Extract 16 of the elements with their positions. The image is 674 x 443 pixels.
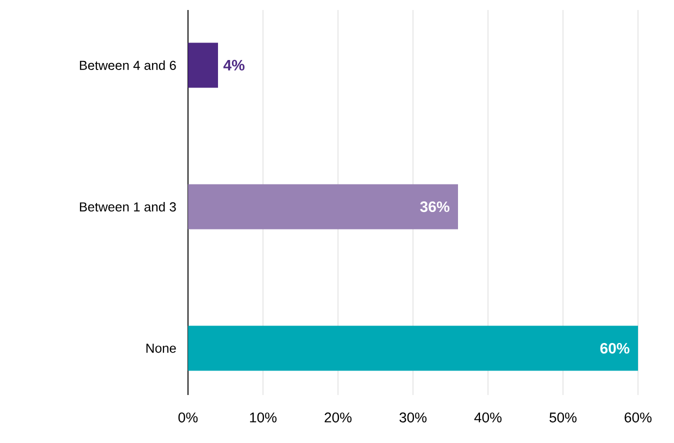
bar xyxy=(188,42,218,88)
x-tick-label: 30% xyxy=(400,412,427,422)
data-label: 36% xyxy=(420,201,450,212)
x-tick-label: 50% xyxy=(550,412,577,422)
y-tick-label: None xyxy=(146,344,176,353)
x-tick-label: 10% xyxy=(250,412,277,422)
x-tick-label: 40% xyxy=(474,412,502,422)
y-tick-label: Between 4 and 6 xyxy=(80,60,176,70)
x-tick-label: 60% xyxy=(624,412,652,422)
x-tick-label: 20% xyxy=(324,412,352,422)
x-tick-label: 0% xyxy=(178,412,198,422)
data-label: 4% xyxy=(223,60,244,70)
y-tick-label: Between 1 and 3 xyxy=(80,202,176,212)
bar xyxy=(188,326,638,371)
bar xyxy=(188,184,458,230)
data-label: 60% xyxy=(600,342,630,354)
